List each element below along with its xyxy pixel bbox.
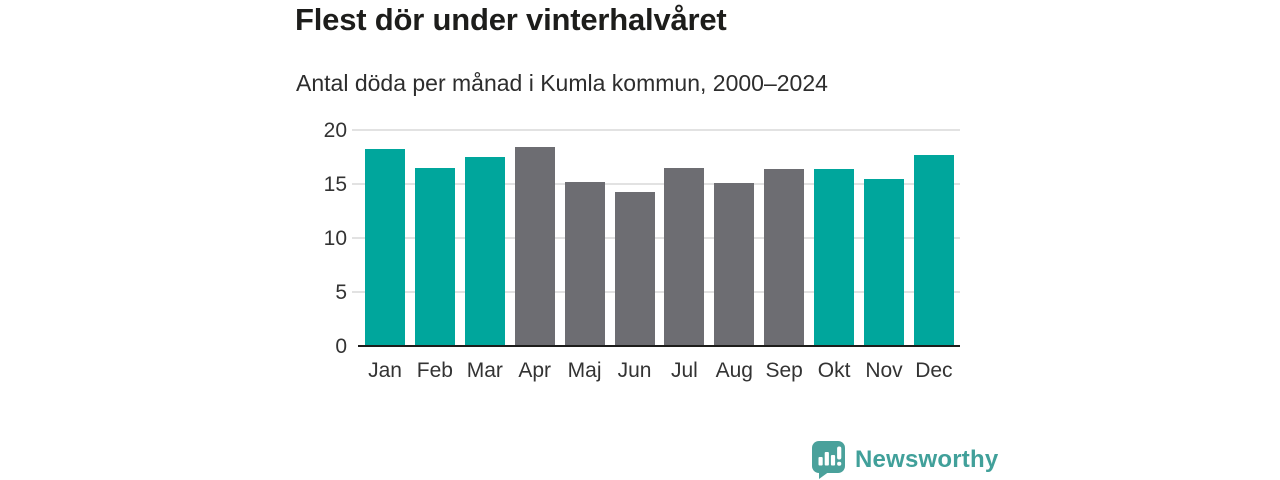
bar-jul bbox=[664, 167, 705, 346]
gridline-y15 bbox=[352, 183, 960, 185]
chart-title: Flest dör under vinterhalvåret bbox=[295, 2, 727, 37]
y-tick-label-5: 5 bbox=[335, 280, 347, 304]
x-tick-label-apr: Apr bbox=[518, 359, 552, 382]
x-tick-label-aug: Aug bbox=[715, 359, 753, 382]
gridline-y20 bbox=[352, 129, 960, 131]
bar-nov bbox=[864, 178, 904, 346]
x-tick-label-dec: Dec bbox=[915, 359, 953, 382]
x-tick-label-jul: Jul bbox=[670, 359, 698, 382]
bar-jun bbox=[614, 191, 655, 346]
bar-feb bbox=[414, 167, 455, 346]
chart-subtitle: Antal döda per månad i Kumla kommun, 200… bbox=[296, 70, 828, 96]
x-tick-label-maj: Maj bbox=[567, 359, 602, 382]
x-tick-label-sep: Sep bbox=[765, 359, 803, 382]
y-tick-label-15: 15 bbox=[323, 172, 347, 196]
bar-sep bbox=[764, 168, 805, 346]
x-tick-label-jun: Jun bbox=[617, 359, 652, 382]
x-tick-label-jan: Jan bbox=[368, 359, 402, 382]
bar-okt bbox=[814, 168, 855, 346]
bar-aug bbox=[714, 182, 755, 346]
bar-jan bbox=[365, 149, 405, 346]
x-tick-label-okt: Okt bbox=[817, 359, 851, 382]
bar-apr bbox=[514, 147, 555, 346]
newsworthy-logo-text: Newsworthy bbox=[855, 446, 999, 473]
newsworthy-logo-icon bbox=[812, 441, 845, 479]
y-tick-label-0: 0 bbox=[335, 334, 347, 358]
bar-mar bbox=[464, 157, 505, 346]
bar-maj bbox=[564, 181, 605, 346]
x-axis-line bbox=[358, 345, 960, 347]
gridline-y10 bbox=[352, 237, 960, 239]
x-tick-label-feb: Feb bbox=[416, 359, 453, 382]
bar-dec bbox=[913, 154, 954, 346]
newsworthy-logo: Newsworthy bbox=[812, 441, 998, 479]
x-tick-label-mar: Mar bbox=[466, 359, 503, 382]
y-tick-label-10: 10 bbox=[323, 226, 347, 250]
y-tick-label-20: 20 bbox=[323, 118, 347, 142]
x-tick-label-nov: Nov bbox=[865, 359, 903, 382]
gridline-y5 bbox=[352, 291, 960, 293]
